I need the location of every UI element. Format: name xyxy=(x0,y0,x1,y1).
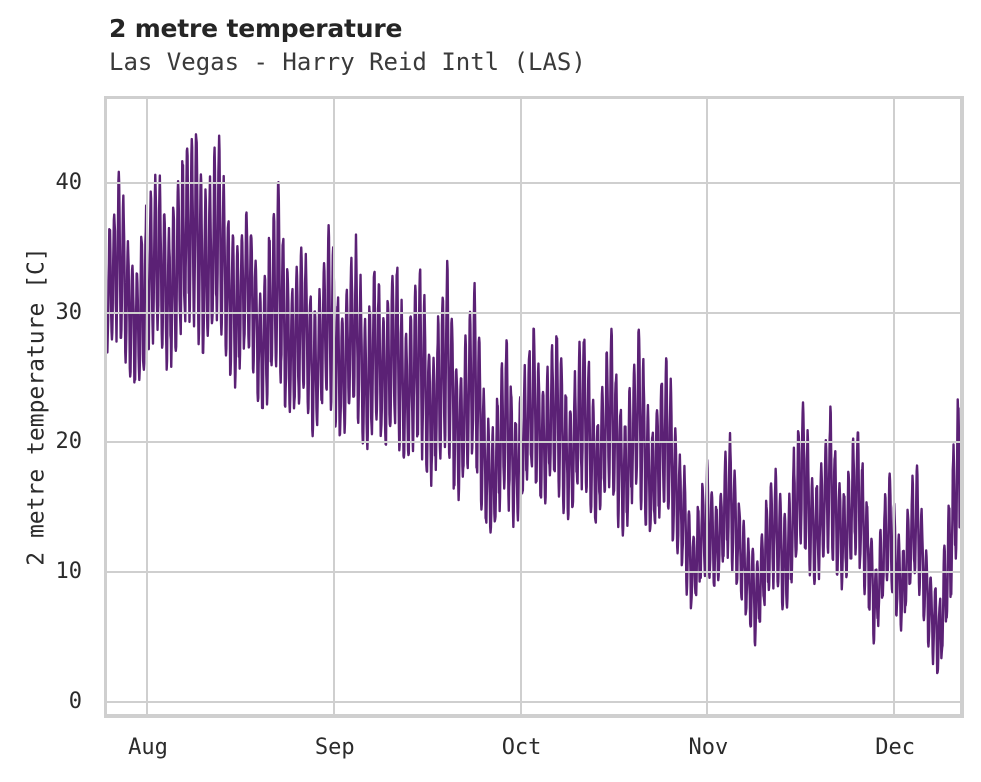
gridline-horizontal xyxy=(107,441,960,444)
gridline-horizontal xyxy=(107,700,960,703)
gridline-vertical xyxy=(706,99,709,714)
x-tick-label: Aug xyxy=(128,735,168,760)
gridline-horizontal xyxy=(107,311,960,314)
x-tick-label: Oct xyxy=(501,735,542,760)
y-tick-label: 10 xyxy=(55,558,83,584)
y-tick-label: 20 xyxy=(55,429,83,455)
temperature-series xyxy=(107,133,960,675)
chart-subtitle: Las Vegas - Harry Reid Intl (LAS) xyxy=(109,48,586,76)
x-axis-ticklabels: AugSepOctNovDec2026 xyxy=(104,726,968,774)
gridline-vertical xyxy=(893,99,896,714)
y-tick-label: 40 xyxy=(55,170,83,196)
gridline-horizontal xyxy=(107,570,960,573)
y-tick-label: 30 xyxy=(55,299,83,325)
gridline-vertical xyxy=(332,99,335,714)
x-tick-label: Nov xyxy=(688,735,729,760)
x-tick-label: Dec xyxy=(875,735,916,760)
y-axis-ticklabels: 40 30 20 10 0 xyxy=(0,96,96,718)
plot-inner xyxy=(107,99,960,714)
gridline-horizontal xyxy=(107,182,960,185)
plot-area xyxy=(104,96,964,718)
page-title: 2 metre temperature xyxy=(109,14,403,43)
gridline-vertical xyxy=(519,99,522,714)
y-tick-label: 0 xyxy=(68,688,82,714)
title-block: 2 metre temperature Las Vegas - Harry Re… xyxy=(109,14,969,77)
temperature-line xyxy=(107,133,960,675)
x-tick-label: Sep xyxy=(314,735,355,760)
y-axis-label: 2 metre temperature [C] xyxy=(23,247,50,566)
gridline-vertical xyxy=(145,99,148,714)
